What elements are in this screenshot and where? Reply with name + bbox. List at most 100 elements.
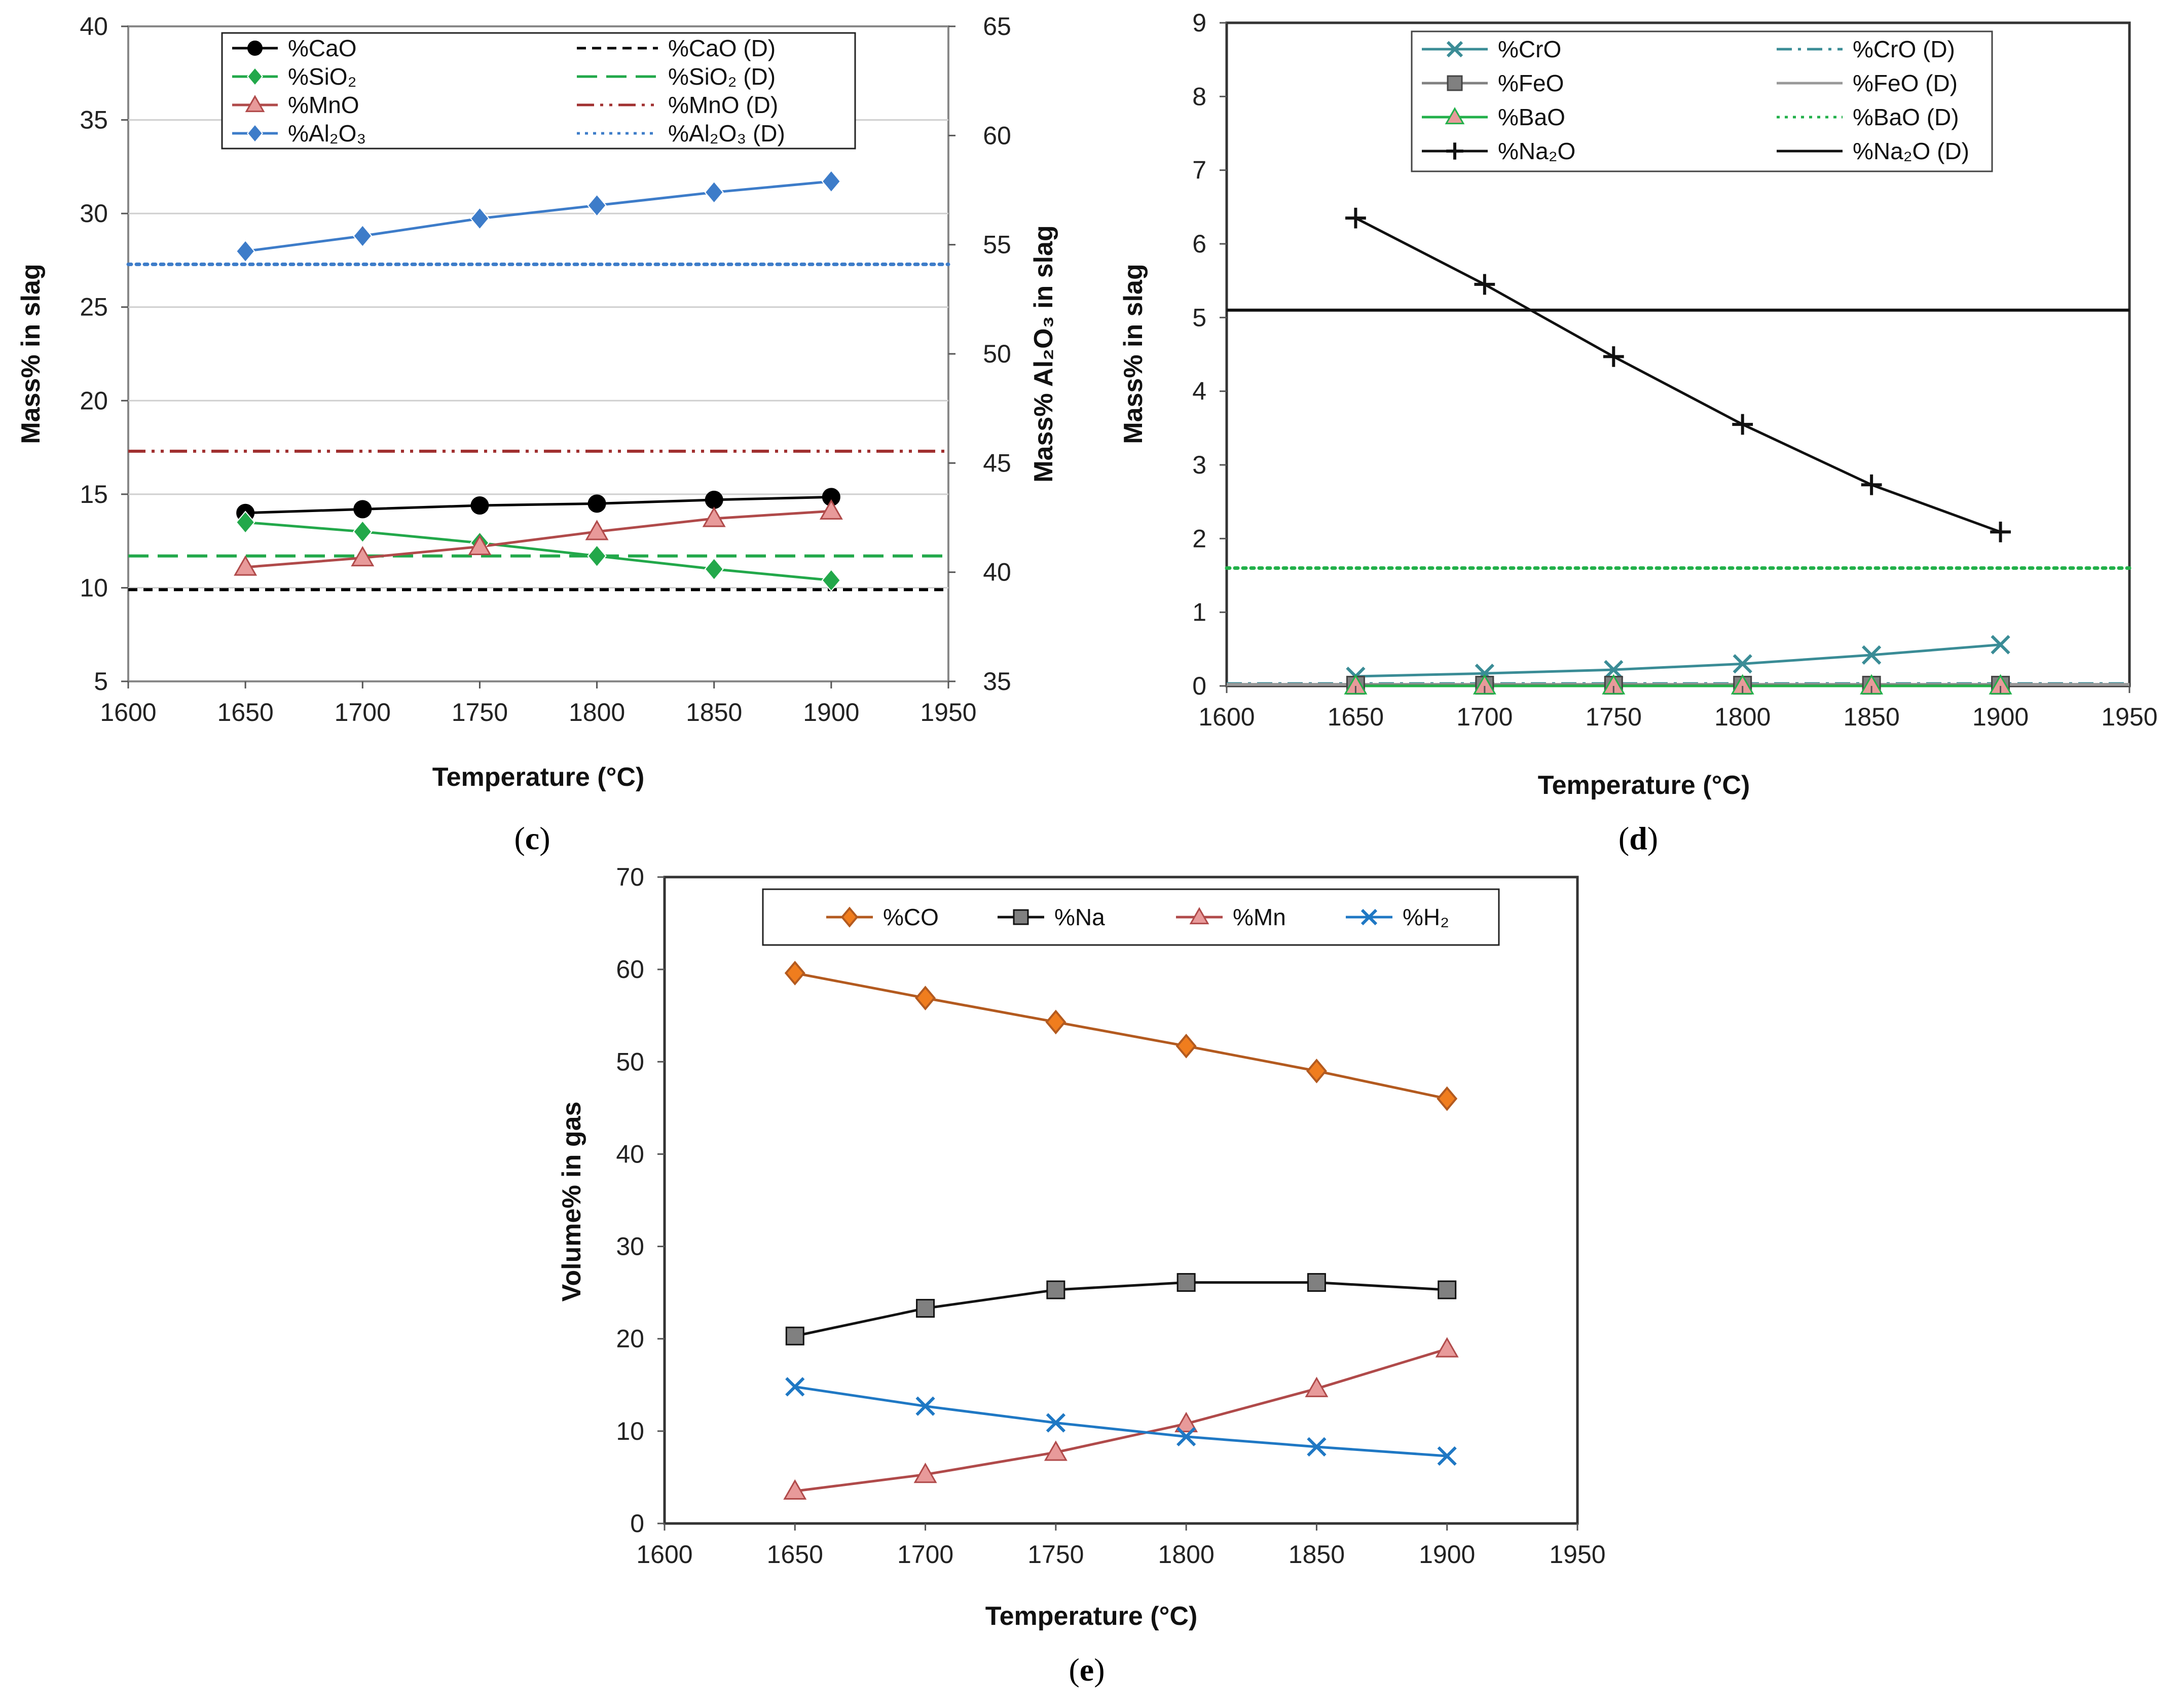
- series-line-na-o: [1355, 216, 2001, 533]
- x-tick-label: 1600: [636, 1540, 692, 1569]
- chart-panel-c: 1600 1650 1700 1750 1800 1850 1900 1950 5 10 15 20…: [16, 12, 1058, 856]
- data-point-bao: [1860, 674, 1884, 695]
- data-point-cro: [1733, 654, 1752, 674]
- legend-label-bao: %BaO: [1498, 104, 1565, 130]
- series-lines-e: [794, 971, 1448, 1493]
- legend-marker-na-o: [1446, 142, 1463, 160]
- x-tick-label: 1700: [335, 698, 391, 726]
- data-point-bao: [1344, 674, 1368, 695]
- data-point-h: [1437, 1446, 1457, 1466]
- data-point-na-o: [1732, 414, 1753, 435]
- data-point-bao: [1473, 674, 1496, 695]
- data-point-al-o: [353, 224, 373, 248]
- data-point-na: [916, 1299, 935, 1318]
- y-tick-label: 60: [616, 955, 644, 984]
- y-tick-label: 0: [630, 1509, 644, 1538]
- data-point-sio: [235, 511, 255, 534]
- x-tick-label: 1900: [803, 698, 859, 726]
- y-tick-label: 5: [1192, 303, 1206, 332]
- x-tick-label: 1950: [1549, 1540, 1605, 1569]
- x-tick-label: 1950: [2101, 703, 2157, 731]
- legend-label-h: %H₂: [1403, 904, 1449, 930]
- x-tick-labels-e: 1600 1650 1700 1750 1800 1850 1900 1950: [636, 1523, 1606, 1569]
- x-tick-label: 1850: [1289, 1540, 1345, 1569]
- data-point-bao: [1989, 674, 2012, 695]
- x-tick-label: 1750: [1027, 1540, 1084, 1569]
- series-line-mno: [245, 510, 832, 569]
- x-tick-label: 1800: [569, 698, 625, 726]
- x-tick-label: 1850: [1844, 703, 1900, 731]
- data-point-mn: [1435, 1337, 1459, 1358]
- legend-box-d: [1411, 30, 1993, 172]
- data-point-na-o: [1861, 474, 1882, 495]
- legend-marker-co: [840, 906, 859, 928]
- data-point-na: [1176, 1273, 1196, 1292]
- y-right-tick-label: 35: [983, 667, 1011, 696]
- x-tick-label: 1600: [100, 698, 156, 726]
- data-point-mno: [585, 520, 609, 540]
- markers-d: [1344, 207, 2012, 695]
- data-point-mno: [351, 546, 375, 567]
- legend-label-cao-d: %CaO (D): [668, 35, 776, 61]
- data-point-co: [1175, 1033, 1197, 1059]
- data-point-co: [1306, 1059, 1327, 1083]
- data-point-cao: [470, 496, 489, 515]
- x-tick-label: 1750: [452, 698, 508, 726]
- x-tick-label: 1650: [217, 698, 274, 726]
- data-point-al-o: [470, 207, 490, 230]
- x-tick-labels-c: 1600 1650 1700 1750 1800 1850 1900 1950: [100, 681, 977, 726]
- data-point-na: [1307, 1273, 1326, 1292]
- legend-entries-c: %CaO%SiO₂%MnO%Al₂O₃ %CaO (D)%SiO₂ (D)%MnO…: [232, 35, 785, 147]
- data-point-h: [1176, 1427, 1196, 1446]
- legend-label-na-o: %Na₂O: [1498, 138, 1575, 164]
- y-tick-label: 50: [616, 1047, 644, 1076]
- x-tick-label: 1800: [1158, 1540, 1215, 1569]
- data-point-bao: [1731, 674, 1754, 695]
- x-tick-label: 1900: [1972, 703, 2029, 731]
- x-tick-label: 1700: [897, 1540, 953, 1569]
- legend-label-cao: %CaO: [288, 35, 356, 61]
- y-tick-label: 5: [94, 667, 108, 696]
- series-line-al-o: [245, 180, 832, 253]
- legend-label-co: %CO: [883, 904, 939, 930]
- data-point-mn: [1044, 1440, 1068, 1461]
- series-lines-d: [1355, 216, 2001, 687]
- legend-label-sio: %SiO₂: [288, 63, 356, 90]
- data-point-al-o: [235, 239, 255, 263]
- data-point-cao: [587, 494, 606, 513]
- legend-marker-feo: [1447, 75, 1463, 91]
- data-point-na: [785, 1326, 804, 1346]
- y-right-tick-label: 45: [983, 449, 1011, 477]
- y-tick-label: 8: [1192, 82, 1206, 111]
- data-point-co: [784, 961, 805, 986]
- series-line-co: [794, 971, 1448, 1100]
- y-tick-label: 4: [1192, 377, 1206, 406]
- data-point-na-o: [1603, 346, 1624, 367]
- y-axis-title-e: Volume% in gas: [557, 1102, 586, 1302]
- chart-panel-d: 1600 1650 1700 1750 1800 1850 1900 1950 0 1 2 3 4 5 6…: [1119, 9, 2158, 856]
- series-line-mn: [794, 1348, 1448, 1493]
- y-tick-label: 7: [1192, 156, 1206, 185]
- data-point-mno: [468, 534, 492, 556]
- y-right-tick-label: 60: [983, 121, 1011, 150]
- y-tick-label: 40: [616, 1140, 644, 1168]
- data-point-cao: [353, 500, 372, 519]
- panel-label-e: (e): [1069, 1652, 1105, 1688]
- y-axis-title-d: Mass% in slag: [1119, 264, 1148, 444]
- y-tick-labels-d: 0 1 2 3 4 5 6 7 8 9: [1192, 9, 1227, 700]
- x-tick-label: 1600: [1198, 703, 1255, 731]
- legend-label-mno: %MnO: [288, 92, 359, 118]
- y-tick-label: 40: [80, 12, 108, 41]
- y-tick-label: 3: [1192, 451, 1206, 479]
- x-axis-title-e: Temperature (°C): [985, 1602, 1198, 1631]
- y-tick-label: 15: [80, 480, 108, 508]
- data-point-mno: [819, 499, 843, 520]
- data-point-bao: [1602, 674, 1626, 695]
- x-tick-label: 1850: [686, 698, 742, 726]
- y-tick-label: 20: [80, 386, 108, 415]
- data-point-cao: [705, 490, 723, 509]
- legend-marker-sio: [246, 66, 264, 87]
- legend-label-al-o-d: %Al₂O₃ (D): [668, 120, 785, 147]
- markers-e: [783, 961, 1459, 1500]
